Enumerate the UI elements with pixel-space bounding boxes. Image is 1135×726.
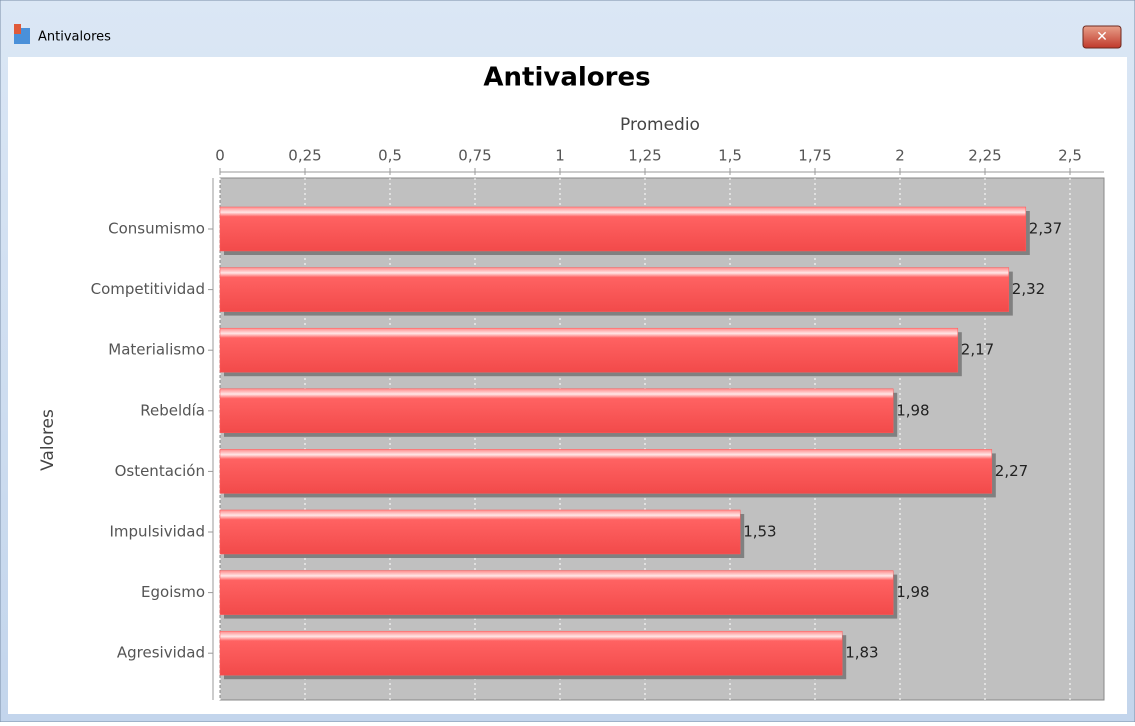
window-title: Antivalores	[38, 30, 111, 45]
y-tick-label: Ostentación	[115, 462, 205, 480]
x-tick-label: 0,5	[378, 147, 402, 165]
bar	[219, 630, 843, 676]
x-tick-label: 1,75	[798, 147, 831, 165]
bar	[219, 206, 1027, 252]
y-tick-label: Rebeldía	[140, 401, 205, 419]
y-tick-label: Materialismo	[108, 341, 205, 359]
bar	[219, 327, 959, 373]
value-label: 2,27	[995, 462, 1028, 480]
value-label: 1,53	[743, 523, 776, 541]
x-tick-label: 2,5	[1058, 147, 1082, 165]
bar	[219, 388, 894, 434]
x-tick-label: 2	[895, 147, 905, 165]
y-tick-label: Consumismo	[108, 220, 205, 238]
value-label: 1,98	[896, 401, 929, 419]
x-tick-label: 1	[555, 147, 565, 165]
chart-title: Antivalores	[483, 63, 650, 93]
x-tick-label: 1,25	[628, 147, 661, 165]
x-tick-label: 0,75	[458, 147, 491, 165]
value-label: 2,17	[961, 341, 994, 359]
x-axis-label: Promedio	[620, 115, 700, 135]
x-tick-label: 0,25	[288, 147, 321, 165]
value-label: 2,37	[1029, 220, 1062, 238]
app-icon-part	[14, 24, 21, 34]
value-label: 2,32	[1012, 280, 1045, 298]
plot-area	[219, 177, 1105, 701]
close-icon[interactable]: ✕	[1096, 29, 1108, 45]
bar	[219, 267, 1010, 312]
value-label: 1,98	[896, 583, 929, 601]
x-tick-label: 0	[215, 147, 225, 165]
close-button[interactable]	[1082, 25, 1122, 49]
x-tick-label: 1,5	[718, 147, 742, 165]
y-tick-label: Agresividad	[117, 644, 205, 662]
y-tick-label: Egoismo	[141, 583, 205, 601]
x-tick-label: 2,25	[968, 147, 1001, 165]
bar	[219, 509, 741, 555]
value-label: 1,83	[845, 644, 878, 662]
y-tick-label: Impulsividad	[110, 523, 206, 541]
y-axis-label: Valores	[38, 409, 58, 471]
bar	[219, 449, 993, 494]
bar	[219, 570, 894, 615]
y-tick-label: Competitividad	[91, 280, 205, 298]
